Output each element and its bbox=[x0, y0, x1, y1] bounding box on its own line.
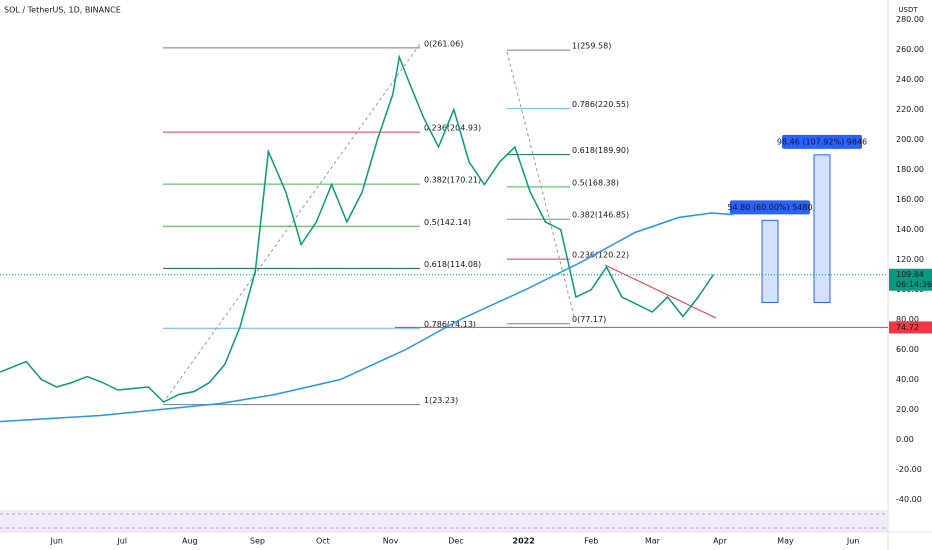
price-badge-label: 74.72 bbox=[896, 323, 919, 332]
trendline bbox=[604, 264, 717, 319]
x-tick-label: Apr bbox=[713, 537, 728, 546]
y-tick-label: 220.00 bbox=[896, 105, 924, 114]
fib-label: 1(259.58) bbox=[572, 42, 611, 51]
fib-label: 0.382(146.85) bbox=[572, 211, 629, 220]
fib-label: 0(261.06) bbox=[424, 39, 463, 48]
x-tick-label: Feb bbox=[584, 537, 598, 546]
y-tick-label: -40.00 bbox=[896, 495, 922, 504]
y-tick-label: 180.00 bbox=[896, 165, 924, 174]
y-tick-label: 60.00 bbox=[896, 345, 919, 354]
y-tick-label: 280.00 bbox=[896, 15, 924, 24]
currency-label: USDT bbox=[898, 6, 918, 14]
y-tick-label: 20.00 bbox=[896, 405, 919, 414]
measure-badge bbox=[782, 134, 862, 149]
y-tick-label: 120.00 bbox=[896, 255, 924, 264]
measure-label: 54.80 (60.00%) 5480 bbox=[727, 203, 812, 212]
y-tick-label: 160.00 bbox=[896, 195, 924, 204]
chart-title: SOL / TetherUS, 1D, BINANCE bbox=[4, 6, 121, 15]
rsi-pane bbox=[0, 510, 888, 532]
fib-label: 0.618(189.90) bbox=[572, 146, 629, 155]
x-tick-label: Jul bbox=[116, 537, 127, 546]
fib-label: 0.5(142.14) bbox=[424, 218, 471, 227]
price-badge-label: 109.84 bbox=[896, 270, 924, 279]
x-tick-label: Sep bbox=[250, 537, 265, 546]
fib-trend bbox=[506, 51, 576, 321]
y-tick-label: 260.00 bbox=[896, 45, 924, 54]
y-tick-label: 0.00 bbox=[896, 435, 914, 444]
measure-box bbox=[813, 154, 831, 304]
x-tick-label: Oct bbox=[316, 537, 330, 546]
price-line bbox=[0, 54, 715, 403]
y-tick-label: 240.00 bbox=[896, 75, 924, 84]
price-badge bbox=[889, 321, 932, 334]
price-badge bbox=[889, 268, 932, 291]
fib-label: 0.5(168.38) bbox=[572, 178, 619, 187]
measure-box bbox=[761, 219, 779, 304]
fib-label: 0.236(204.93) bbox=[424, 124, 481, 133]
y-tick-label: -20.00 bbox=[896, 465, 922, 474]
y-tick-label: 40.00 bbox=[896, 375, 919, 384]
measure-label: 98.46 (107.92%) 9846 bbox=[777, 137, 867, 146]
fib-label: 0(77.17) bbox=[572, 315, 606, 324]
fib-label: 1(23.23) bbox=[424, 396, 458, 405]
price-line bbox=[0, 212, 734, 423]
fib-label: 0.618(114.08) bbox=[424, 260, 481, 269]
x-tick-label: Nov bbox=[383, 537, 399, 546]
x-tick-label: Dec bbox=[448, 537, 463, 546]
fib-label: 0.786(220.55) bbox=[572, 100, 629, 109]
x-tick-label: Jun bbox=[49, 537, 63, 546]
fib-label: 0.382(170.21) bbox=[424, 176, 481, 185]
x-tick-label: 2022 bbox=[513, 537, 535, 546]
x-tick-label: Aug bbox=[182, 537, 198, 546]
x-tick-label: May bbox=[777, 537, 794, 546]
x-tick-label: Jun bbox=[846, 537, 860, 546]
fib-label: 0.236(120.22) bbox=[572, 251, 629, 260]
countdown-label: 06:14:36 bbox=[896, 280, 932, 289]
y-tick-label: 140.00 bbox=[896, 225, 924, 234]
fib-trend bbox=[162, 43, 421, 404]
fib-label: 0.786(74.13) bbox=[424, 320, 476, 329]
measure-badge bbox=[730, 200, 810, 215]
x-tick-label: Mar bbox=[645, 537, 661, 546]
y-tick-label: 80.00 bbox=[896, 315, 919, 324]
y-tick-label: 200.00 bbox=[896, 135, 924, 144]
